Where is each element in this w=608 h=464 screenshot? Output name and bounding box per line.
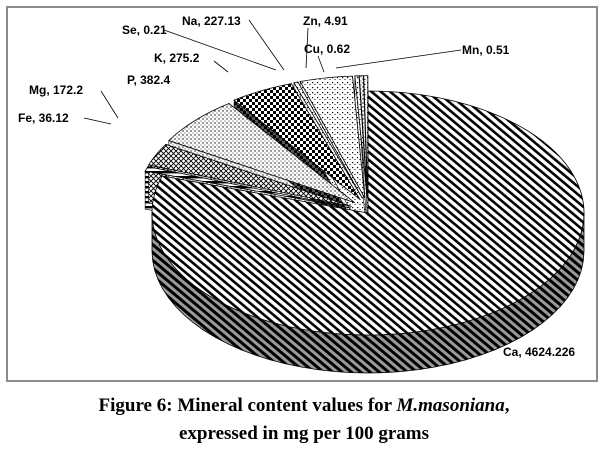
data-label-mg: Mg, 172.2 (29, 83, 83, 97)
data-label-k: K, 275.2 (154, 51, 200, 65)
slice-fe (144, 166, 352, 209)
slice-ca (151, 90, 585, 336)
pie-slices (144, 75, 585, 374)
data-label-cu: Cu, 0.62 (304, 42, 350, 56)
caption-prefix: Figure 6: Mineral content values for (98, 395, 397, 416)
leader-mg (100, 90, 119, 119)
caption-species: M.masoniana (396, 395, 505, 416)
caption-line-1: Figure 6: Mineral content values for M.m… (0, 392, 608, 420)
pie-chart: Ca, 4624.226 Fe, 36.12 Mg, 172.2 P, 382.4 K,… (18, 14, 585, 374)
data-label-ca: Ca, 4624.226 (503, 345, 575, 359)
leader-lines (83, 19, 462, 125)
slice-se (293, 81, 363, 199)
caption-suffix: , (504, 395, 510, 416)
leader-mn (335, 49, 462, 69)
data-label-zn: Zn, 4.91 (303, 14, 348, 28)
data-label-na: Na, 227.13 (182, 14, 241, 28)
leader-zn (305, 27, 309, 69)
figure-caption: Figure 6: Mineral content values for M.m… (0, 392, 608, 448)
data-label-fe: Fe, 36.12 (18, 111, 69, 125)
slice-k (233, 83, 361, 200)
data-label-mn: Mn, 0.51 (462, 43, 510, 57)
leader-cu (317, 55, 325, 73)
leader-k (213, 60, 229, 73)
slice-mn (363, 75, 369, 198)
slice-na (299, 75, 366, 199)
leader-se (163, 29, 277, 71)
caption-line-2: expressed in mg per 100 grams (179, 423, 429, 444)
data-labels: Ca, 4624.226 Fe, 36.12 Mg, 172.2 P, 382.4 K,… (18, 14, 575, 359)
data-label-p: P, 382.4 (127, 73, 170, 87)
slice-p (168, 103, 355, 204)
leader-na (248, 19, 285, 71)
leader-fe (83, 117, 112, 125)
data-label-se: Se, 0.21 (122, 23, 167, 37)
slice-mg (147, 143, 352, 207)
